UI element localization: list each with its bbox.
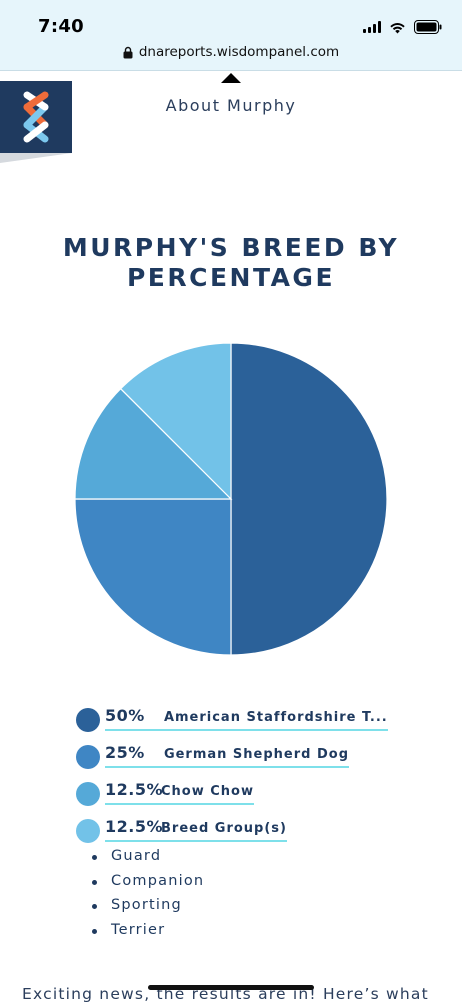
breed-percentage-title: MURPHY'S BREED BY PERCENTAGE bbox=[62, 233, 400, 292]
nav-caret-up-icon[interactable] bbox=[221, 73, 241, 83]
legend-color-dot bbox=[76, 708, 100, 732]
bullet-icon bbox=[92, 928, 97, 934]
browser-top-bar: 7:40 dnareports.wisdompane bbox=[0, 0, 462, 71]
breed-group-label: Guard bbox=[111, 848, 162, 864]
breed-group-item: Terrier bbox=[92, 922, 204, 947]
pie-slice-2[interactable] bbox=[74, 387, 233, 500]
home-indicator[interactable] bbox=[148, 985, 314, 990]
logo-mark-icon bbox=[23, 91, 49, 143]
wifi-icon bbox=[389, 21, 406, 34]
breed-group-label: Sporting bbox=[111, 897, 182, 913]
legend-item[interactable]: 12.5%Chow Chow bbox=[76, 780, 416, 817]
breed-pie-chart bbox=[74, 342, 388, 656]
legend-breed-name: Chow Chow bbox=[161, 784, 254, 799]
legend-percent: 25% bbox=[105, 743, 145, 762]
site-header: About Murphy bbox=[0, 71, 462, 166]
legend-breed-name: American Staffordshire T... bbox=[163, 710, 388, 725]
status-icons bbox=[363, 19, 442, 35]
breed-group-item: Sporting bbox=[92, 897, 204, 922]
legend-breed-name: German Shepherd Dog bbox=[163, 747, 350, 762]
pie-slice-1[interactable] bbox=[74, 498, 232, 656]
legend-percent: 12.5% bbox=[105, 780, 164, 799]
nav-title[interactable]: About Murphy bbox=[165, 96, 297, 115]
breed-group-label: Companion bbox=[111, 872, 205, 889]
logo-shadow bbox=[0, 153, 72, 163]
legend-label: 25% German Shepherd Dog bbox=[105, 743, 350, 768]
status-time: 7:40 bbox=[38, 16, 84, 37]
legend-color-dot bbox=[76, 745, 100, 769]
address-bar[interactable]: dnareports.wisdompanel.com bbox=[0, 44, 462, 60]
bullet-icon bbox=[92, 879, 97, 885]
legend-item[interactable]: 25% German Shepherd Dog bbox=[76, 743, 416, 780]
legend-label: 12.5%Breed Group(s) bbox=[105, 817, 287, 842]
legend-color-dot bbox=[76, 819, 100, 843]
wisdom-panel-logo[interactable] bbox=[0, 81, 72, 153]
legend-color-dot bbox=[76, 782, 100, 806]
breed-group-item: Companion bbox=[92, 873, 204, 898]
legend-breed-name: Breed Group(s) bbox=[161, 821, 287, 836]
lock-icon bbox=[123, 46, 133, 59]
signal-icon bbox=[363, 21, 381, 33]
breed-group-item: Guard bbox=[92, 848, 204, 873]
breed-group-list: Guard Companion Sporting Terrier bbox=[92, 848, 204, 946]
bullet-icon bbox=[92, 904, 97, 909]
legend-item[interactable]: 12.5%Breed Group(s) bbox=[76, 817, 416, 854]
legend-item[interactable]: 50% American Staffordshire T... bbox=[76, 706, 416, 743]
url-text: dnareports.wisdompanel.com bbox=[138, 44, 340, 60]
battery-icon bbox=[414, 20, 442, 34]
pie-slice-0[interactable] bbox=[230, 342, 388, 656]
results-intro-text: Exciting news, the results are in! Here’… bbox=[22, 985, 429, 1003]
bullet-icon bbox=[92, 855, 97, 860]
legend-percent: 12.5% bbox=[105, 817, 164, 836]
breed-group-label: Terrier bbox=[111, 921, 166, 938]
pie-slice-3[interactable] bbox=[119, 342, 232, 501]
legend-label: 12.5%Chow Chow bbox=[105, 780, 254, 805]
legend-percent: 50% bbox=[105, 706, 145, 725]
breed-legend: 50% American Staffordshire T... 25% Germ… bbox=[76, 706, 416, 854]
legend-label: 50% American Staffordshire T... bbox=[105, 706, 388, 731]
